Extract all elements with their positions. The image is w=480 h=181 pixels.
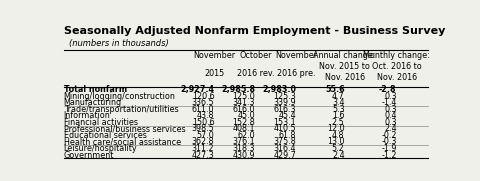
Text: -2.8: -2.8 bbox=[379, 85, 396, 94]
Text: 5.3: 5.3 bbox=[332, 105, 345, 114]
Text: 429.7: 429.7 bbox=[273, 151, 296, 159]
Text: 311.2: 311.2 bbox=[192, 144, 215, 153]
Text: 4.8: 4.8 bbox=[332, 131, 345, 140]
Text: Seasonally Adjusted Nonfarm Employment - Business Survey: Seasonally Adjusted Nonfarm Employment -… bbox=[64, 26, 445, 36]
Text: 61.8: 61.8 bbox=[279, 131, 296, 140]
Text: November: November bbox=[193, 51, 236, 60]
Text: -1.9: -1.9 bbox=[381, 144, 396, 153]
Text: Annual change:
Nov. 2015 to
Nov. 2016: Annual change: Nov. 2015 to Nov. 2016 bbox=[313, 51, 376, 82]
Text: Total nonfarm: Total nonfarm bbox=[64, 85, 127, 94]
Text: 375.8: 375.8 bbox=[274, 138, 296, 146]
Text: 62.0: 62.0 bbox=[238, 131, 255, 140]
Text: -1.2: -1.2 bbox=[381, 151, 396, 159]
Text: 318.3: 318.3 bbox=[233, 144, 255, 153]
Text: 152.8: 152.8 bbox=[232, 118, 255, 127]
Text: 45.0: 45.0 bbox=[238, 111, 255, 120]
Text: 339.9: 339.9 bbox=[274, 98, 296, 107]
Text: Financial activities: Financial activities bbox=[64, 118, 138, 127]
Text: Educational services: Educational services bbox=[64, 131, 146, 140]
Text: 2016 pre.: 2016 pre. bbox=[277, 69, 315, 78]
Text: 120.6: 120.6 bbox=[192, 92, 215, 101]
Text: 336.5: 336.5 bbox=[192, 98, 215, 107]
Text: Information: Information bbox=[64, 111, 110, 120]
Text: 4.7: 4.7 bbox=[332, 92, 345, 101]
Text: 341.3: 341.3 bbox=[233, 98, 255, 107]
Text: 362.8: 362.8 bbox=[192, 138, 215, 146]
Text: 13.0: 13.0 bbox=[327, 138, 345, 146]
Text: 408.1: 408.1 bbox=[233, 125, 255, 133]
Text: -0.2: -0.2 bbox=[381, 131, 396, 140]
Text: Health care/social assistance: Health care/social assistance bbox=[64, 138, 181, 146]
Text: Leisure/hospitality: Leisure/hospitality bbox=[64, 144, 137, 153]
Text: Trade/transportation/utilities: Trade/transportation/utilities bbox=[64, 105, 179, 114]
Text: 376.1: 376.1 bbox=[233, 138, 255, 146]
Text: 125.3: 125.3 bbox=[274, 92, 296, 101]
Text: 43.8: 43.8 bbox=[197, 111, 215, 120]
Text: 45.4: 45.4 bbox=[278, 111, 296, 120]
Text: Mining/logging/construction: Mining/logging/construction bbox=[64, 92, 176, 101]
Text: 2016 rev.: 2016 rev. bbox=[237, 69, 274, 78]
Text: 3.4: 3.4 bbox=[332, 98, 345, 107]
Text: 5.2: 5.2 bbox=[332, 144, 345, 153]
Text: 2,927.4: 2,927.4 bbox=[180, 85, 215, 94]
Text: 57.0: 57.0 bbox=[197, 131, 215, 140]
Text: 611.0: 611.0 bbox=[192, 105, 215, 114]
Text: 616.0: 616.0 bbox=[233, 105, 255, 114]
Text: 430.9: 430.9 bbox=[233, 151, 255, 159]
Text: 316.4: 316.4 bbox=[274, 144, 296, 153]
Text: 2,985.8: 2,985.8 bbox=[221, 85, 255, 94]
Text: November: November bbox=[275, 51, 317, 60]
Text: 2,983.0: 2,983.0 bbox=[262, 85, 296, 94]
Text: -0.3: -0.3 bbox=[381, 138, 396, 146]
Text: 55.6: 55.6 bbox=[325, 85, 345, 94]
Text: 0.3: 0.3 bbox=[384, 92, 396, 101]
Text: 2.4: 2.4 bbox=[384, 125, 396, 133]
Text: 398.5: 398.5 bbox=[192, 125, 215, 133]
Text: (numbers in thousands): (numbers in thousands) bbox=[69, 39, 169, 48]
Text: Professional/business services: Professional/business services bbox=[64, 125, 185, 133]
Text: 1.6: 1.6 bbox=[332, 111, 345, 120]
Text: 2.4: 2.4 bbox=[332, 151, 345, 159]
Text: 2015: 2015 bbox=[204, 69, 225, 78]
Text: 125.0: 125.0 bbox=[232, 92, 255, 101]
Text: 410.5: 410.5 bbox=[274, 125, 296, 133]
Text: 0.3: 0.3 bbox=[384, 118, 396, 127]
Text: 0.3: 0.3 bbox=[384, 105, 396, 114]
Text: October: October bbox=[239, 51, 272, 60]
Text: -1.4: -1.4 bbox=[381, 98, 396, 107]
Text: 616.3: 616.3 bbox=[274, 105, 296, 114]
Text: 12.0: 12.0 bbox=[327, 125, 345, 133]
Text: 0.4: 0.4 bbox=[384, 111, 396, 120]
Text: 2.5: 2.5 bbox=[332, 118, 345, 127]
Text: 153.1: 153.1 bbox=[274, 118, 296, 127]
Text: Monthly change:
Oct. 2016 to
Nov. 2016: Monthly change: Oct. 2016 to Nov. 2016 bbox=[363, 51, 430, 82]
Text: 150.6: 150.6 bbox=[192, 118, 215, 127]
Text: 427.3: 427.3 bbox=[192, 151, 215, 159]
Text: Government: Government bbox=[64, 151, 114, 159]
Text: Manufacturing: Manufacturing bbox=[64, 98, 122, 107]
